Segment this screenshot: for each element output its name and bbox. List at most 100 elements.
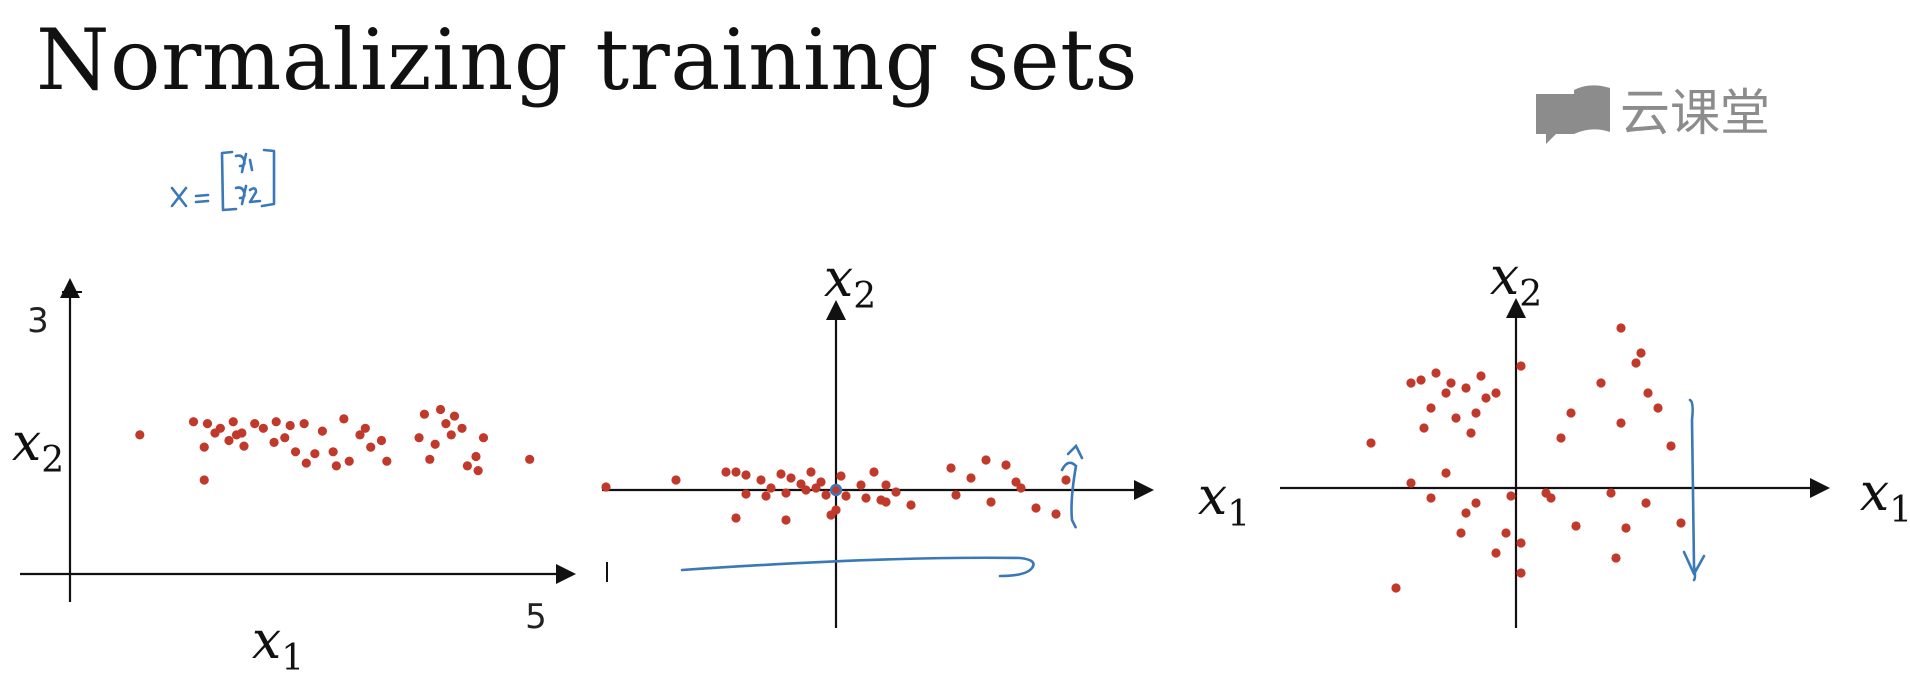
data-point [231, 430, 242, 440]
data-point [280, 433, 290, 443]
data-point [836, 471, 846, 481]
data-point [258, 423, 268, 433]
data-point [766, 483, 776, 493]
y-axis-label: x2 [12, 413, 64, 481]
data-point [1446, 378, 1456, 388]
data-point [419, 409, 430, 419]
data-point [1406, 378, 1416, 388]
data-point [441, 419, 451, 429]
data-point [881, 497, 891, 507]
data-point [360, 423, 370, 433]
data-point [1466, 428, 1476, 438]
data-point [1051, 509, 1061, 519]
scatter-plot-normalized-variance: x1 x2 [1280, 247, 1910, 628]
x-axis-arrow [1810, 478, 1830, 498]
data-point [1611, 553, 1621, 563]
data-point [1631, 358, 1641, 368]
y-axis-label-text: x [1490, 247, 1519, 307]
variance-arrow-annotation [1060, 461, 1078, 529]
data-point [1391, 583, 1401, 593]
data-point [1471, 498, 1481, 508]
axis-label-subscript: 1 [1227, 494, 1250, 535]
data-point [1516, 538, 1526, 548]
data-point [986, 497, 996, 507]
data-point [435, 404, 446, 415]
axes-right [1280, 298, 1830, 628]
data-point [761, 491, 771, 501]
data-point [317, 426, 327, 436]
data-point [756, 475, 766, 485]
y-axis-label-text: x [824, 249, 853, 309]
data-point [471, 451, 481, 462]
axis-label-subscript: 1 [281, 638, 304, 679]
data-point [1666, 441, 1676, 451]
data-point [1541, 488, 1551, 498]
data-point [414, 433, 424, 443]
data-point [776, 469, 786, 479]
axis-label-subscript: 2 [41, 440, 64, 481]
y-axis-label: x2 [824, 249, 876, 317]
points-left [135, 404, 535, 485]
data-point [1596, 378, 1606, 388]
data-point [285, 420, 295, 431]
data-point [1506, 491, 1516, 501]
axes-left [20, 278, 608, 602]
data-point [1571, 521, 1581, 531]
data-point [1456, 528, 1466, 538]
x-axis-label: x1 [252, 611, 304, 679]
data-point [869, 467, 879, 477]
data-point [881, 480, 891, 490]
scale-arrow-annotation [1688, 398, 1697, 582]
points-right [1366, 323, 1686, 593]
data-point [741, 470, 751, 480]
data-point [1416, 375, 1426, 385]
data-point [1516, 361, 1526, 371]
y-tick-label-3: 3 [27, 301, 49, 341]
data-point [199, 442, 209, 452]
shift-arrow-annotation [680, 556, 1035, 578]
data-point [861, 493, 871, 503]
y-axis-label-text: x [12, 413, 41, 473]
data-point [457, 423, 467, 433]
data-point [1641, 498, 1651, 508]
x-tick-label-5: 5 [525, 597, 547, 637]
data-point [188, 417, 199, 427]
data-point [806, 467, 816, 477]
data-point [239, 441, 249, 451]
data-point [1491, 388, 1501, 398]
data-point [671, 475, 681, 485]
axis-label-subscript: 2 [853, 276, 876, 317]
data-point [1491, 548, 1501, 558]
data-point [981, 455, 991, 465]
scatter-plot-original: 5 3 x1 x2 [12, 278, 608, 679]
data-point [801, 485, 811, 495]
data-point [856, 480, 866, 490]
data-point [1366, 438, 1376, 448]
data-point [224, 435, 234, 446]
origin-marker [829, 483, 843, 497]
data-point [1061, 475, 1071, 485]
scatter-plot-zero-mean: x 1 x2 [601, 249, 1250, 628]
y-axis-label: x2 [1490, 247, 1542, 315]
data-point [202, 419, 213, 429]
data-point [382, 456, 392, 466]
data-point [331, 461, 341, 471]
annotation-middle [680, 443, 1084, 578]
points-middle [601, 455, 1071, 525]
y-axis-arrow [60, 278, 80, 298]
data-point [831, 485, 841, 495]
slide-title: Normalizing training sets [36, 11, 1138, 109]
data-point [344, 456, 354, 466]
annotation-right [1682, 398, 1706, 582]
x-axis-label-text: x [252, 611, 281, 671]
data-point [1461, 383, 1471, 393]
data-point [601, 482, 611, 492]
data-point [951, 490, 961, 500]
data-point [446, 430, 456, 440]
axis-label-subscript: 2 [1519, 274, 1542, 315]
data-point [781, 488, 791, 498]
data-point [366, 442, 376, 452]
data-point [1636, 348, 1646, 358]
data-point [1419, 423, 1429, 433]
data-point [269, 437, 279, 447]
